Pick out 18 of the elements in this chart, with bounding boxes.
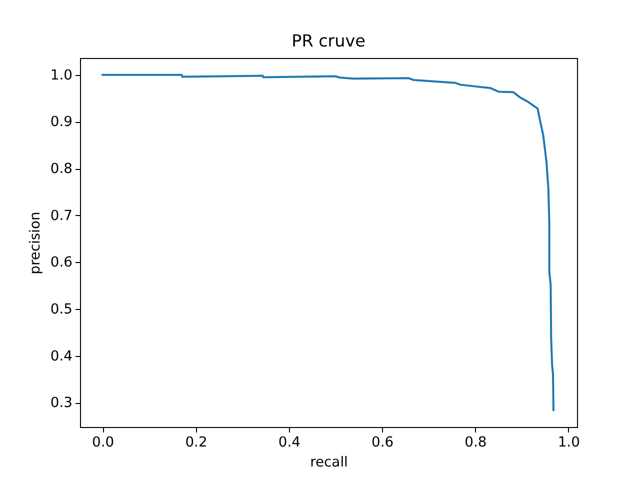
x-tick-label: 0.6: [372, 434, 394, 450]
x-tick-label: 0.4: [278, 434, 301, 450]
line-series: [102, 74, 554, 412]
x-axis-title: recall: [310, 454, 348, 470]
y-tick-label: 1.0: [50, 67, 72, 84]
y-tick-label: 0.3: [50, 395, 72, 412]
y-tick-label: 0.5: [50, 301, 72, 318]
y-tick-label: 0.6: [50, 254, 72, 271]
x-tick-label: 0.0: [92, 434, 114, 450]
y-axis-title: precision: [27, 212, 44, 274]
y-tick-label: 0.7: [50, 208, 72, 224]
y-tick-label: 0.9: [50, 114, 72, 130]
chart-title: PR cruve: [292, 30, 366, 50]
x-tick-label: 0.2: [185, 434, 208, 450]
x-tick-label: 1.0: [558, 434, 580, 450]
y-tick-label: 0.4: [50, 348, 73, 364]
y-tick-label: 0.8: [50, 161, 72, 178]
x-tick-label: 0.8: [464, 434, 487, 450]
